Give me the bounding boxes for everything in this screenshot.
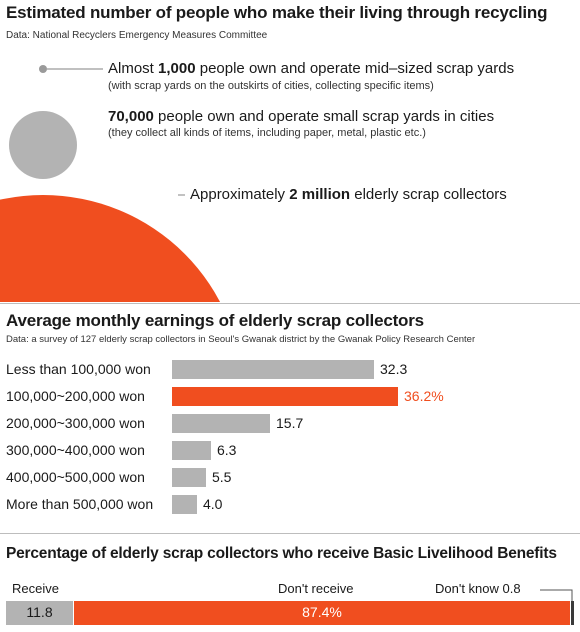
- earnings-bar: [172, 387, 398, 406]
- section2-source: Data: a survey of 127 elderly scrap coll…: [6, 334, 476, 345]
- bar-value-label: 4.0: [203, 496, 223, 512]
- earnings-bar: [172, 360, 374, 379]
- dont-receive-segment-value: 87.4%: [302, 604, 342, 620]
- bar-category-label: Less than 100,000 won: [6, 361, 151, 377]
- bar-category-label: 300,000~400,000 won: [6, 442, 145, 458]
- mid-circle: [9, 111, 77, 179]
- clip-mask: [0, 302, 580, 312]
- bar-category-label: 200,000~300,000 won: [6, 415, 145, 431]
- bar-category-label: 400,000~500,000 won: [6, 469, 145, 485]
- earnings-bar: [172, 468, 206, 487]
- dont-know-label: Don't know 0.8: [435, 581, 521, 596]
- item2-text: 70,000 people own and operate small scra…: [108, 108, 495, 125]
- bar-value-label: 6.3: [217, 442, 237, 458]
- section1-source: Data: National Recyclers Emergency Measu…: [6, 30, 268, 41]
- dont-receive-label: Don't receive: [278, 581, 354, 596]
- receive-label: Receive: [12, 581, 59, 596]
- section2-title: Average monthly earnings of elderly scra…: [6, 311, 424, 330]
- bar-value-label: 5.5: [212, 469, 232, 485]
- bar-value-label: 32.3: [380, 361, 408, 377]
- item3-text: Approximately 2 million elderly scrap co…: [190, 186, 507, 203]
- item1-sub: (with scrap yards on the outskirts of ci…: [108, 80, 434, 92]
- receive-segment: [6, 601, 73, 625]
- earnings-bar: [172, 441, 211, 460]
- item2-sub: (they collect all kinds of items, includ…: [108, 127, 426, 139]
- item1-text: Almost 1,000 people own and operate mid–…: [108, 60, 515, 77]
- bar-value-label: 15.7: [276, 415, 304, 431]
- section1-title: Estimated number of people who make thei…: [6, 3, 548, 22]
- population-circles: [0, 65, 222, 305]
- bar-value-label: 36.2%: [404, 388, 444, 404]
- section3-title: Percentage of elderly scrap collectors w…: [6, 545, 557, 562]
- dont-know-segment: [571, 601, 574, 625]
- earnings-bar: [172, 495, 197, 514]
- divider-1: [0, 303, 580, 304]
- bar-category-label: More than 500,000 won: [6, 496, 154, 512]
- bar-category-label: 100,000~200,000 won: [6, 388, 145, 404]
- dont-know-leader: [540, 589, 573, 601]
- divider-2: [0, 533, 580, 534]
- receive-segment-value: 11.8: [26, 604, 53, 620]
- dont-receive-segment: [74, 601, 570, 625]
- big-circle: [0, 195, 222, 305]
- small-dot: [39, 65, 47, 73]
- earnings-bar: [172, 414, 270, 433]
